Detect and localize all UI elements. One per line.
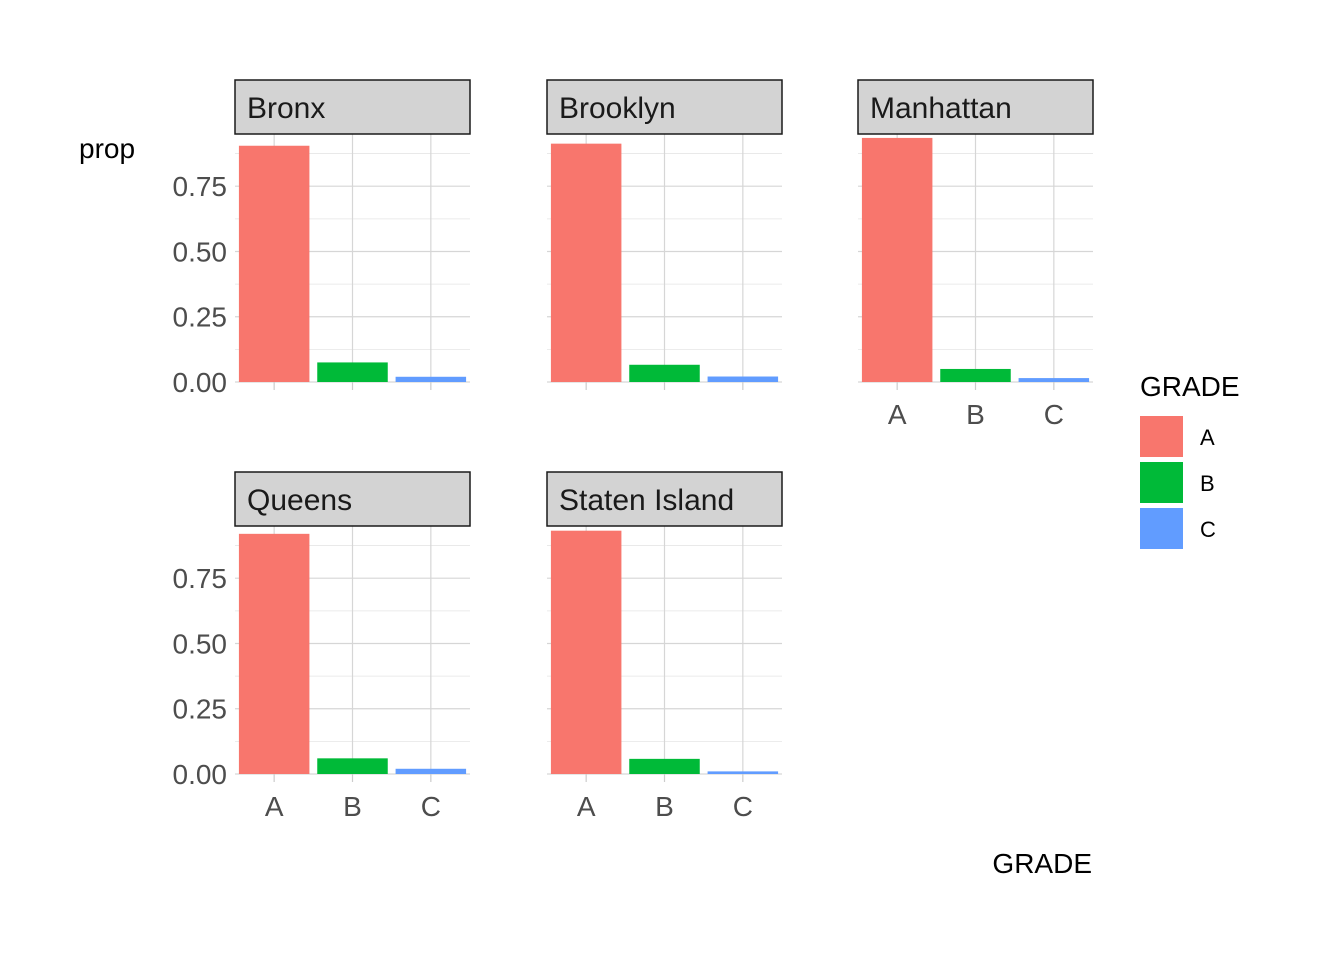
x-tick-label: B (655, 791, 674, 822)
bar-b (940, 368, 1011, 382)
bar-a (238, 533, 310, 774)
facet-strip-label: Staten Island (559, 484, 734, 517)
facet-strip (234, 471, 471, 527)
facet-strip-label: Brooklyn (559, 92, 676, 125)
bar-b (629, 364, 700, 382)
y-tick-label: 0.25 (173, 302, 228, 333)
y-tick-label: 0.00 (173, 367, 228, 398)
bar-b (317, 758, 388, 774)
legend-key-a (1140, 416, 1183, 457)
facet-panel: Brooklyn (546, 79, 783, 390)
legend-label: A (1200, 425, 1215, 450)
facet-strip (234, 79, 471, 135)
facet-strip-label: Manhattan (870, 92, 1012, 125)
bar-c (395, 376, 467, 382)
bar-c (1018, 378, 1090, 382)
bar-a (550, 143, 622, 382)
bar-b (317, 362, 388, 382)
y-tick-label: 0.75 (173, 563, 228, 594)
bar-a (238, 145, 310, 382)
x-tick-label: B (966, 399, 985, 430)
bar-c (395, 768, 467, 774)
x-tick-label: A (888, 399, 907, 430)
bar-c (707, 376, 779, 382)
bar-c (707, 771, 779, 774)
facet-panels: Bronx 0.00 0.25 0.50 0.75 Brooklyn Manhattan A B… (173, 79, 1094, 822)
x-tick-label: A (265, 791, 284, 822)
facet-panel: Bronx 0.00 0.25 0.50 0.75 (173, 79, 471, 398)
x-tick-label: C (733, 791, 753, 822)
y-tick-label: 0.00 (173, 759, 228, 790)
bar-a (550, 530, 622, 774)
facet-strip (546, 471, 783, 527)
facet-panel: Manhattan A B C (857, 79, 1094, 430)
y-tick-label: 0.50 (173, 236, 228, 267)
bar-a (861, 137, 933, 382)
facet-strip-label: Queens (247, 484, 352, 517)
x-tick-label: C (421, 791, 441, 822)
legend-key-b (1140, 462, 1183, 503)
facet-strip-label: Bronx (247, 92, 325, 125)
legend-label: B (1200, 471, 1215, 496)
legend-label: C (1200, 517, 1216, 542)
facet-panel: Staten Island A B C (546, 471, 783, 822)
y-axis-title: prop (79, 133, 135, 164)
legend-title: GRADE (1140, 371, 1240, 402)
facet-panel: Queens 0.00 0.25 0.50 0.75 A B C (173, 471, 471, 822)
y-tick-label: 0.25 (173, 694, 228, 725)
legend-key-c (1140, 508, 1183, 549)
x-axis-title: GRADE (992, 848, 1092, 879)
y-tick-label: 0.50 (173, 628, 228, 659)
y-tick-label: 0.75 (173, 171, 228, 202)
x-tick-label: B (343, 791, 362, 822)
facet-strip (546, 79, 783, 135)
legend: GRADE ABC (1140, 371, 1240, 549)
facet-strip (857, 79, 1094, 135)
x-tick-label: C (1044, 399, 1064, 430)
x-tick-label: A (577, 791, 596, 822)
bar-b (629, 758, 700, 774)
